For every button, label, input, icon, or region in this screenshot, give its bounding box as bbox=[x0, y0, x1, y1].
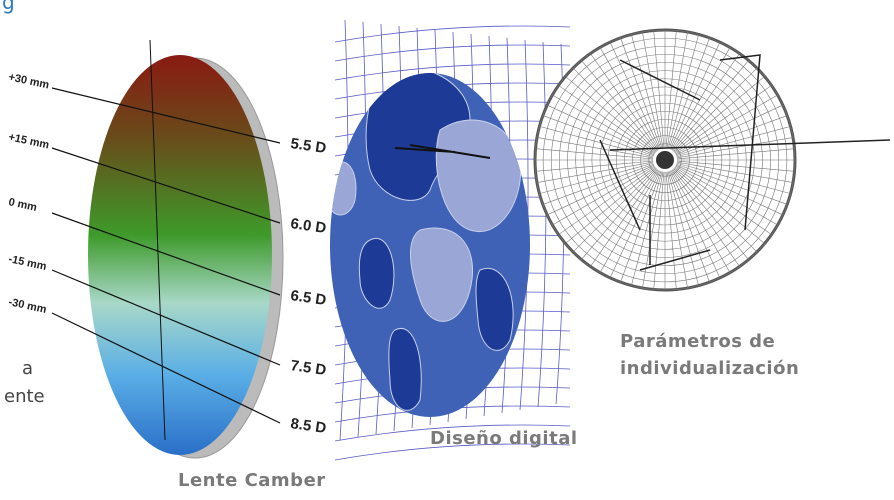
spoke bbox=[670, 47, 731, 150]
spoke bbox=[675, 164, 783, 216]
spoke bbox=[675, 94, 778, 155]
lens-caption: Lente Camber bbox=[178, 470, 326, 491]
spoke bbox=[609, 170, 661, 278]
spoke bbox=[547, 104, 655, 156]
spoke bbox=[565, 76, 657, 153]
lens bbox=[88, 39, 284, 459]
power-label: 6.5 D bbox=[289, 287, 327, 309]
height-label: 0 mm bbox=[7, 196, 38, 214]
height-label: -30 mm bbox=[7, 296, 47, 316]
lens-line bbox=[51, 147, 281, 224]
lens-line bbox=[51, 87, 281, 144]
spoke bbox=[590, 169, 659, 267]
spoke bbox=[673, 67, 758, 152]
power-label: 8.5 D bbox=[289, 415, 327, 437]
spoke bbox=[674, 85, 772, 154]
spoke bbox=[674, 166, 772, 235]
spoke bbox=[669, 170, 721, 278]
spoke bbox=[558, 166, 656, 235]
spoke bbox=[673, 167, 765, 244]
spoke bbox=[542, 163, 654, 205]
spoke bbox=[671, 169, 740, 267]
sheet-line bbox=[334, 63, 571, 81]
spoke bbox=[676, 115, 788, 157]
spoke bbox=[581, 168, 658, 260]
spoke bbox=[565, 167, 657, 244]
spoke bbox=[671, 53, 740, 151]
spoke bbox=[653, 171, 665, 290]
spoke bbox=[670, 170, 731, 273]
sheet-line bbox=[334, 424, 571, 442]
side-fragment: a bbox=[22, 358, 34, 379]
power-label: 5.5 D bbox=[289, 135, 327, 157]
spoke bbox=[672, 60, 749, 152]
spoke bbox=[669, 42, 721, 150]
spoke bbox=[572, 168, 657, 253]
center bbox=[656, 151, 674, 169]
spoke bbox=[666, 31, 688, 149]
spoke bbox=[620, 171, 662, 283]
spoke bbox=[665, 30, 677, 149]
spoke bbox=[631, 34, 663, 149]
spoke bbox=[599, 47, 660, 150]
spoke bbox=[676, 126, 791, 158]
spoke bbox=[590, 53, 659, 151]
spoke bbox=[581, 60, 658, 152]
spoke bbox=[667, 171, 699, 286]
sheet-line bbox=[537, 41, 547, 408]
spoke bbox=[535, 160, 654, 172]
spoke bbox=[536, 137, 654, 159]
spoke bbox=[552, 94, 655, 155]
spoke bbox=[631, 171, 663, 286]
power-label: 7.5 D bbox=[289, 357, 327, 379]
sheet-line bbox=[334, 443, 571, 461]
spoke bbox=[620, 37, 662, 149]
spoke bbox=[539, 162, 654, 194]
spoke bbox=[675, 165, 778, 226]
sheet-line bbox=[334, 25, 571, 43]
spoke bbox=[676, 160, 795, 172]
spoke bbox=[572, 67, 657, 152]
params-caption: Parámetros de individualización bbox=[620, 331, 800, 379]
height-label: -15 mm bbox=[7, 253, 47, 273]
spoke bbox=[539, 126, 654, 158]
polar-grid bbox=[533, 28, 891, 292]
spoke bbox=[668, 171, 710, 283]
lens-line bbox=[51, 312, 281, 424]
spoke bbox=[558, 85, 656, 154]
lens-line bbox=[51, 269, 281, 366]
arrows bbox=[599, 54, 891, 271]
sheet-line bbox=[334, 44, 571, 62]
spoke bbox=[552, 165, 655, 226]
spoke bbox=[535, 148, 654, 160]
spoke bbox=[668, 37, 710, 149]
spoke bbox=[536, 161, 654, 183]
side-fragment: ente bbox=[4, 386, 45, 407]
spoke bbox=[547, 164, 655, 216]
height-label: +30 mm bbox=[7, 71, 50, 91]
power-label: 6.0 D bbox=[289, 215, 327, 237]
spoke bbox=[676, 148, 795, 160]
spoke bbox=[609, 42, 661, 150]
spoke bbox=[676, 137, 794, 159]
spoke bbox=[676, 163, 788, 205]
header-fragment: g bbox=[2, 0, 15, 14]
lens-line bbox=[51, 212, 281, 296]
height-label: +15 mm bbox=[7, 131, 50, 151]
spoke bbox=[653, 30, 665, 149]
digital-caption: Diseño digital bbox=[430, 428, 578, 449]
spoke bbox=[676, 162, 791, 194]
spoke bbox=[665, 171, 677, 290]
spoke bbox=[599, 170, 660, 273]
spoke bbox=[673, 168, 758, 253]
spoke bbox=[673, 76, 765, 153]
spoke bbox=[666, 171, 688, 289]
spoke bbox=[672, 168, 749, 260]
digital-design bbox=[330, 73, 530, 417]
spoke bbox=[676, 161, 794, 183]
spoke bbox=[642, 31, 664, 149]
